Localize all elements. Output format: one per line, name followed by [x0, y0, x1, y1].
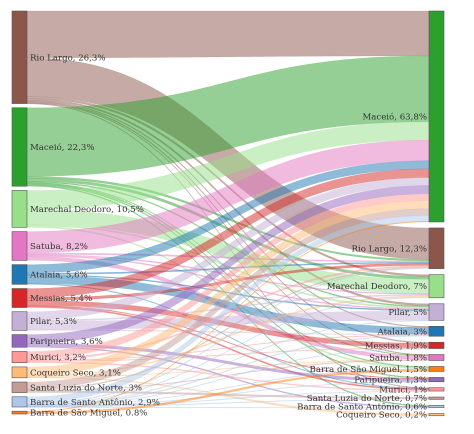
- left-node-label-santa-luzia: Santa Luzia do Norte, 3%: [30, 383, 142, 393]
- left-node-marechal: [11, 190, 28, 228]
- left-node-label-barra-sa: Barra de Santo Antônio, 2,9%: [30, 397, 160, 408]
- right-node-label-marechal: Marechal Deodoro, 7%: [327, 282, 427, 292]
- right-node-paripueira: [428, 377, 445, 383]
- flow-links: [26, 10, 430, 416]
- right-node-label-atalaia: Atalaia, 3%: [377, 327, 427, 337]
- flow-nodes: [11, 10, 445, 417]
- flow-link-rio_largo-to-maceio: [26, 10, 430, 58]
- left-node-barra-sm: [11, 410, 28, 415]
- left-node-maceio: [11, 107, 28, 187]
- right-node-messias: [428, 341, 445, 349]
- right-node-label-santa-luzia: Santa Luzia do Norte, 0,7%: [307, 394, 427, 404]
- right-node-label-messias: Messias, 1,9%: [365, 341, 427, 351]
- left-node-messias: [11, 288, 28, 308]
- flow-link-barra_sa-to-barra_sa: [26, 406, 430, 409]
- left-node-label-maceio: Maceió, 22,3%: [30, 142, 95, 153]
- left-node-santa-luzia: [11, 381, 28, 393]
- right-node-rio-largo: [428, 227, 445, 269]
- left-node-label-marechal: Marechal Deodoro, 10,5%: [30, 205, 144, 215]
- right-node-atalaia: [428, 326, 445, 337]
- right-node-satuba: [428, 354, 445, 361]
- right-node-label-murici: Murici, 1%: [379, 385, 427, 395]
- left-node-murici: [11, 351, 28, 364]
- left-node-label-paripueira: Paripueira, 3,6%: [30, 337, 103, 347]
- right-node-label-satuba: Satuba, 1,8%: [369, 353, 427, 363]
- right-node-barra-sm: [428, 366, 445, 372]
- right-node-label-barra-sm: Barra de São Miguel, 1,5%: [310, 364, 427, 375]
- left-node-pilar: [11, 311, 28, 331]
- right-node-label-maceio: Maceió, 63,8%: [362, 111, 427, 122]
- left-node-atalaia: [11, 264, 28, 285]
- right-node-label-paripueira: Paripueira, 1,3%: [354, 376, 427, 386]
- left-node-satuba: [11, 231, 28, 261]
- flow-link-barra_sa-to-pilar: [26, 320, 430, 406]
- right-node-label-coqueiro: Coqueiro Seco, 0,2%: [336, 411, 427, 421]
- right-node-coqueiro: [428, 413, 445, 417]
- left-node-paripueira: [11, 334, 28, 348]
- left-node-label-coqueiro: Coqueiro Seco, 3,1%: [30, 368, 121, 378]
- left-node-rio-largo: [11, 10, 28, 104]
- left-node-label-atalaia: Atalaia, 5,6%: [29, 270, 88, 280]
- right-node-marechal: [428, 274, 445, 299]
- right-node-label-barra-sa: Barra de Santo Antônio, 0,6%: [297, 401, 427, 412]
- left-node-coqueiro: [11, 366, 28, 379]
- right-node-maceio: [428, 10, 445, 223]
- left-node-label-messias: Messias, 5,4%: [30, 294, 92, 304]
- left-node-label-pilar: Pilar, 5,3%: [30, 317, 77, 327]
- left-node-label-rio-largo: Rio Largo, 26,3%: [30, 53, 106, 63]
- right-node-santa-luzia: [428, 396, 445, 400]
- left-node-barra-sa: [11, 396, 28, 408]
- left-node-label-barra-sm: Barra de São Miguel, 0.8%: [30, 408, 147, 419]
- flow-link-barra_sa-to-messias: [26, 348, 430, 407]
- right-node-label-rio-largo: Rio Largo, 12,3%: [351, 244, 427, 254]
- left-node-label-satuba: Satuba, 8,2%: [30, 242, 88, 252]
- right-node-label-pilar: Pilar, 5%: [388, 308, 427, 318]
- right-node-murici: [428, 387, 445, 392]
- flow-link-barra_sa-to-paripueira: [26, 381, 430, 408]
- node-labels: Rio Largo, 26,3% Maceió, 22,3% Marechal De…: [29, 53, 427, 420]
- right-node-barra-sa: [428, 405, 445, 408]
- left-node-label-murici: Murici, 3,2%: [30, 353, 86, 363]
- right-node-pilar: [428, 303, 445, 321]
